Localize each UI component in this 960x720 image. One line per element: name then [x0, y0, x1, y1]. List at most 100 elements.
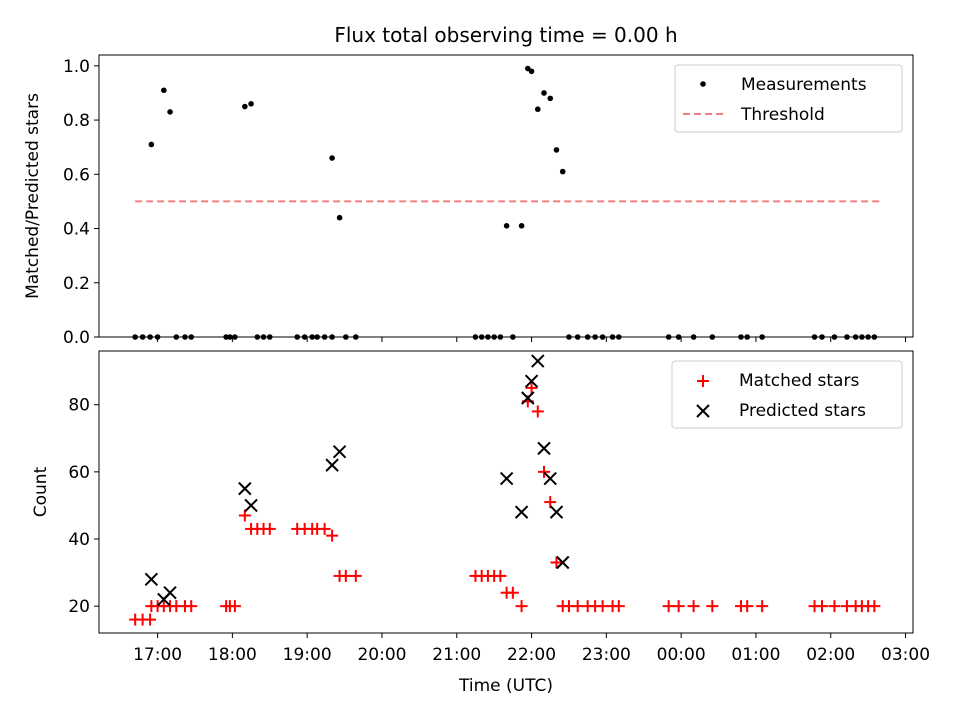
bottom-legend: Matched stars Predicted stars [671, 360, 903, 429]
matched-star-point [550, 556, 563, 569]
bottom-y-tick-label: 80 [68, 396, 90, 416]
matched-star-point [544, 496, 557, 509]
matched-star-point [756, 600, 769, 613]
measurement-point [167, 109, 173, 115]
matched-star-point [515, 600, 528, 613]
legend-predicted-label: Predicted stars [739, 401, 866, 421]
bottom-plot-area [129, 354, 881, 626]
legend-threshold-label: Threshold [740, 105, 825, 125]
matched-star-point [538, 465, 551, 478]
predicted-star-point [556, 555, 570, 570]
matched-star-point [144, 613, 157, 626]
matched-star-point [828, 600, 841, 613]
legend-matched-marker [697, 375, 709, 387]
predicted-star-point [499, 471, 514, 486]
matched-star-point [506, 586, 519, 599]
top-y-ticks: 0.0 0.2 0.4 0.6 0.8 1.0 [63, 57, 99, 348]
top-y-tick-label: 0.6 [63, 165, 90, 185]
bottom-panel: 20 40 60 80 17:00 18:00 19:00 20:00 21:00 22:00 2… [31, 350, 930, 696]
x-tick-label: 02:00 [806, 645, 855, 665]
predicted-star-point [543, 471, 557, 486]
legend-measurements-label: Measurements [741, 75, 867, 95]
measurement-point [242, 103, 248, 110]
legend-matched-label: Matched stars [739, 371, 859, 391]
predicted-star-point [514, 505, 529, 519]
matched-star-point [672, 600, 685, 613]
predicted-star-point [238, 481, 252, 496]
bottom-y-ticks: 20 40 60 80 [68, 396, 99, 617]
x-tick-label: 01:00 [731, 645, 780, 665]
matched-star-point [185, 600, 198, 613]
x-tick-label: 23:00 [582, 645, 631, 665]
top-y-tick-label: 1.0 [63, 57, 90, 77]
matched-star-point [494, 569, 507, 582]
x-tick-label: 20:00 [357, 645, 406, 665]
legend-measurements-marker [700, 81, 706, 87]
predicted-star-point [144, 572, 159, 586]
matched-star-point [525, 381, 538, 394]
predicted-star-point [531, 354, 545, 368]
top-y-tick-label: 0.2 [63, 274, 90, 294]
matched-star-point [318, 522, 331, 535]
predicted-star-point [549, 505, 564, 519]
x-tick-label: 21:00 [432, 645, 481, 665]
matched-star-point [741, 600, 754, 613]
matched-star-point [531, 405, 544, 418]
measurement-point [553, 147, 560, 153]
matched-star-point [228, 600, 241, 613]
bottom-y-tick-label: 20 [68, 597, 90, 617]
bottom-legend-frame [671, 360, 903, 429]
measurement-point [534, 106, 541, 113]
matched-star-point [868, 600, 881, 613]
measurement-point [518, 223, 525, 229]
measurement-point [161, 87, 167, 94]
predicted-star-point [332, 445, 347, 459]
x-tick-label: 19:00 [283, 645, 332, 665]
bottom-x-ticks: 17:00 18:00 19:00 20:00 21:00 22:00 23:00 00:00… [133, 633, 930, 665]
top-panel: 0.0 0.2 0.4 0.6 0.8 1.0 Matched/Predicted sta… [23, 54, 914, 348]
measurement-point [148, 141, 155, 148]
top-y-tick-label: 0.8 [63, 111, 90, 131]
matched-star-point [238, 509, 251, 522]
matched-star-point [816, 600, 829, 613]
x-tick-label: 22:00 [507, 645, 556, 665]
x-tick-label: 17:00 [133, 645, 182, 665]
x-tick-label: 18:00 [208, 645, 257, 665]
matched-star-point [706, 600, 719, 613]
predicted-star-point [537, 441, 551, 456]
measurement-point [547, 95, 554, 102]
matched-star-point [687, 600, 700, 613]
measurement-point [528, 68, 535, 75]
top-y-axis-label: Matched/Predicted stars [23, 93, 43, 299]
top-legend: Measurements Threshold [674, 64, 903, 133]
measurement-point [329, 155, 335, 161]
measurement-point [541, 90, 547, 96]
bottom-y-axis-label: Count [31, 466, 51, 517]
top-x-ticks [157, 337, 907, 342]
legend-predicted-marker [696, 404, 710, 418]
measurement-point [248, 101, 254, 107]
measurement-point [559, 168, 566, 175]
predicted-star-point [244, 498, 258, 513]
x-axis-label: Time (UTC) [458, 676, 553, 696]
top-axes-frame [98, 54, 914, 338]
matched-star-point [263, 522, 276, 535]
predicted-star-point [325, 458, 339, 472]
predicted-star-point [521, 391, 535, 405]
matched-star-point [349, 569, 362, 582]
measurement-point [336, 214, 343, 221]
matched-star-point [612, 600, 625, 613]
top-legend-frame [674, 64, 903, 133]
predicted-star-point [524, 374, 539, 388]
predicted-star-point [163, 586, 177, 600]
bottom-y-tick-label: 60 [68, 463, 90, 483]
top-y-tick-label: 0.4 [63, 220, 90, 240]
top-y-tick-label: 0.0 [63, 328, 90, 348]
x-tick-label: 03:00 [881, 645, 930, 665]
x-tick-label: 00:00 [657, 645, 706, 665]
matched-star-point [326, 529, 339, 542]
bottom-y-tick-label: 40 [68, 530, 90, 550]
chart-title: Flux total observing time = 0.00 h [334, 23, 677, 47]
bottom-axes-frame [98, 350, 914, 634]
